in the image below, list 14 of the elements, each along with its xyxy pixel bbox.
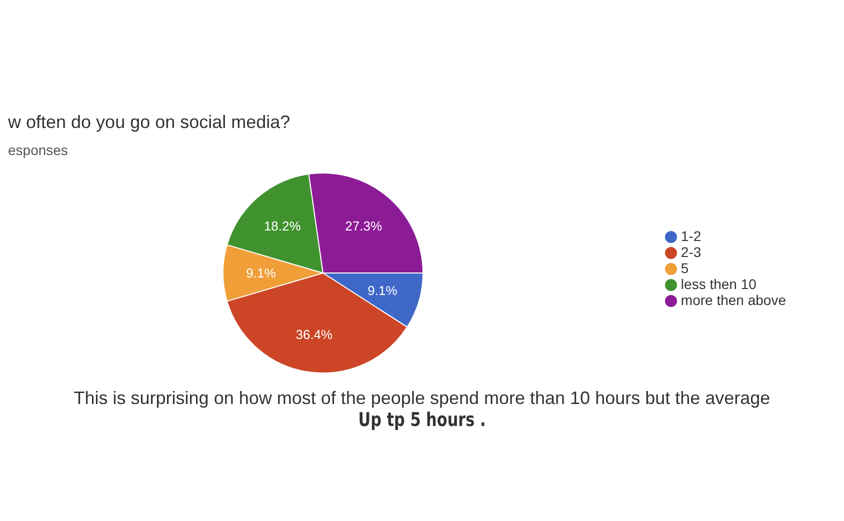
data-label: 27.3% (345, 218, 382, 234)
legend-label: 2-3 (680, 244, 702, 260)
text: This is surprising on how most of the people spend more than 10 hours but the average (72, 388, 772, 409)
data-label: 36.4% (296, 326, 334, 342)
legend-label: less then 10 (680, 276, 756, 292)
text: Up tp 5 hours . (357, 409, 487, 431)
text: esponses (8, 142, 68, 158)
data-label: 9.1% (246, 266, 276, 280)
chart-title: w often do you go on social media? (8, 112, 290, 133)
legend-label: 5 (680, 260, 689, 276)
legend-label: more then above (680, 292, 786, 308)
legend-label: 1-2 (680, 228, 702, 244)
data-label: 18.2% (264, 218, 302, 234)
data-label: 9.1% (368, 282, 398, 298)
